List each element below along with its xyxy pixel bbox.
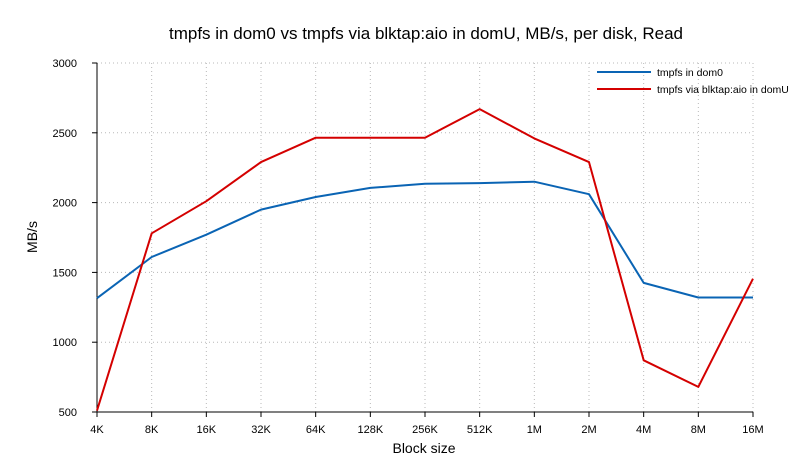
x-axis-label: Block size: [392, 440, 455, 456]
x-tick-label: 512K: [467, 424, 493, 436]
y-tick-label: 1000: [53, 337, 77, 349]
series-line-1: [96, 180, 753, 299]
legend-label: tmpfs via blktap:aio in domU: [657, 84, 789, 96]
x-tick-label: 1M: [527, 424, 542, 436]
series-line-2: [96, 108, 754, 411]
y-tick-label: 2500: [53, 128, 77, 140]
x-tick-label: 32K: [251, 424, 271, 436]
y-tick-label: 500: [59, 407, 77, 419]
chart-title: tmpfs in dom0 vs tmpfs via blktap:aio in…: [169, 24, 683, 43]
y-axis-ticks: 500 1000 1500 2000 2500 3000: [53, 58, 97, 419]
x-tick-label: 4M: [636, 424, 651, 436]
x-tick-label: 2M: [581, 424, 596, 436]
x-tick-label: 128K: [357, 424, 383, 436]
x-axis-ticks: 4K 8K 16K 32K 64K 128K 256K 512K 1M 2M 4M 8M 16M: [90, 412, 764, 436]
x-tick-label: 4K: [90, 424, 104, 436]
y-tick-label: 3000: [53, 58, 77, 70]
series-lines: [96, 108, 754, 411]
x-tick-label: 64K: [306, 424, 326, 436]
x-tick-label: 8M: [691, 424, 706, 436]
x-tick-label: 16K: [197, 424, 217, 436]
y-tick-label: 1500: [53, 267, 77, 279]
x-tick-label: 16M: [742, 424, 763, 436]
x-tick-label: 8K: [145, 424, 159, 436]
y-tick-label: 2000: [53, 198, 77, 210]
legend: tmpfs in dom0 tmpfs via blktap:aio in dom…: [597, 67, 789, 96]
grid-lines: [97, 62, 754, 412]
x-tick-label: 256K: [412, 424, 438, 436]
legend-label: tmpfs in dom0: [657, 67, 723, 79]
y-axis-label: MB/s: [24, 221, 40, 253]
